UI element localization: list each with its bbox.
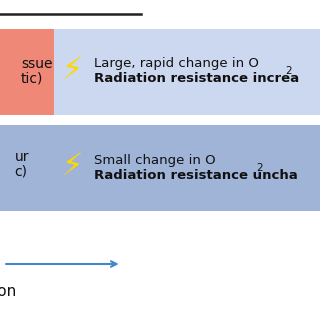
Bar [0,29,54,115]
Text: Large, rapid change in O: Large, rapid change in O [94,58,259,70]
Text: ur: ur [14,150,29,164]
Text: ⚡: ⚡ [61,153,83,181]
Text: Small change in O: Small change in O [94,154,216,167]
Text: Radiation resistance uncha: Radiation resistance uncha [94,169,298,182]
Text: 2: 2 [285,66,292,76]
Text: ion: ion [0,284,17,299]
Bar [0,125,54,211]
Bar [54,29,320,115]
Text: 2: 2 [256,163,263,173]
Text: tic): tic) [21,71,43,85]
Text: ⚡: ⚡ [61,57,83,85]
Text: ssue: ssue [21,57,52,71]
Bar [54,125,320,211]
Text: Radiation resistance increa: Radiation resistance increa [94,72,300,85]
Text: c): c) [14,164,28,178]
